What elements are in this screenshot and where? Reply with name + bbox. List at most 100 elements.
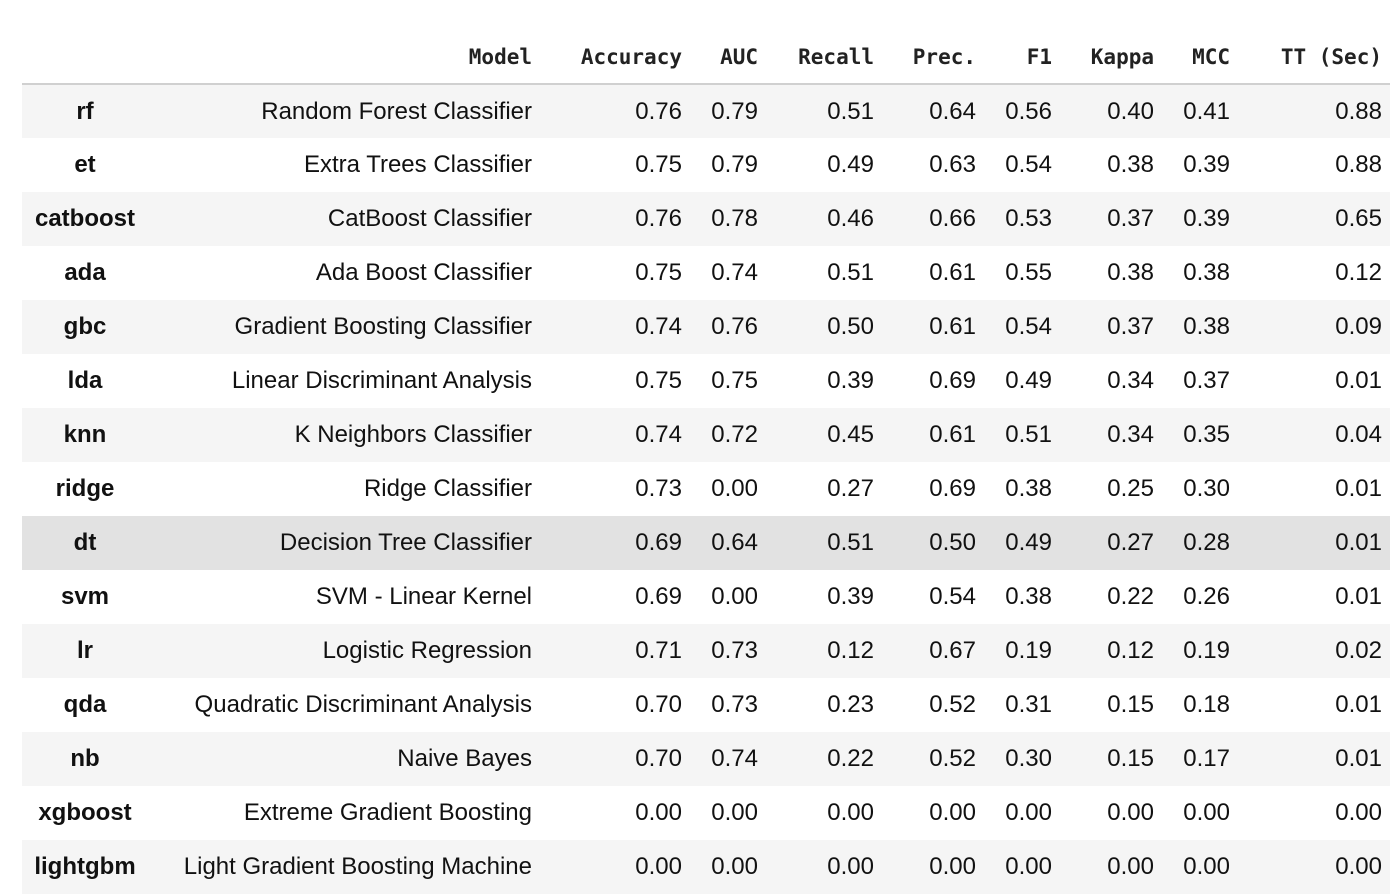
cell-kappa: 0.34 [1107, 367, 1154, 394]
cell-recall: 0.00 [827, 799, 874, 826]
cell-mcc: 0.26 [1183, 583, 1230, 610]
cell-training-time: 0.02 [1335, 637, 1382, 664]
cell-model: Quadratic Discriminant Analysis [194, 691, 532, 718]
header-kappa: Kappa [1060, 0, 1162, 85]
cell-accuracy: 0.75 [635, 151, 682, 178]
cell-mcc: 0.18 [1183, 691, 1230, 718]
table-body: rf Random Forest Classifier 0.76 0.79 0.51 0.… [22, 84, 1390, 894]
cell-kappa: 0.37 [1107, 205, 1154, 232]
cell-recall: 0.46 [827, 205, 874, 232]
cell-mcc: 0.00 [1183, 853, 1230, 880]
cell-recall: 0.50 [827, 313, 874, 340]
cell-precision: 0.50 [929, 529, 976, 556]
cell-f1: 0.49 [1005, 529, 1052, 556]
cell-kappa: 0.00 [1107, 799, 1154, 826]
cell-f1: 0.00 [1005, 799, 1052, 826]
cell-accuracy: 0.75 [635, 259, 682, 286]
cell-precision: 0.00 [929, 853, 976, 880]
cell-mcc: 0.41 [1183, 97, 1230, 125]
cell-training-time: 0.01 [1335, 529, 1382, 556]
cell-kappa: 0.15 [1107, 745, 1154, 772]
cell-kappa: 0.25 [1107, 475, 1154, 502]
cell-training-time: 0.01 [1335, 367, 1382, 394]
table-row: nb Naive Bayes 0.70 0.74 0.22 0.52 0.30 0.15 0.1… [22, 732, 1390, 786]
cell-kappa: 0.22 [1107, 583, 1154, 610]
cell-training-time: 0.01 [1335, 583, 1382, 610]
cell-mcc: 0.39 [1183, 151, 1230, 178]
cell-precision: 0.61 [929, 259, 976, 286]
cell-training-time: 0.01 [1335, 475, 1382, 502]
cell-auc: 0.75 [711, 367, 758, 394]
header-training-time: TT (Sec) [1238, 0, 1390, 85]
row-index-label: lda [67, 367, 103, 394]
cell-f1: 0.30 [1005, 745, 1052, 772]
cell-recall: 0.27 [827, 475, 874, 502]
cell-mcc: 0.19 [1183, 637, 1230, 664]
cell-mcc: 0.38 [1183, 259, 1230, 286]
cell-mcc: 0.28 [1183, 529, 1230, 556]
header-model: Model [152, 0, 540, 85]
cell-training-time: 0.00 [1335, 853, 1382, 880]
cell-f1: 0.31 [1005, 691, 1052, 718]
header-f1: F1 [984, 0, 1060, 85]
cell-auc: 0.79 [711, 97, 758, 125]
header-row: Model Accuracy AUC Recall Prec. F1 Kappa… [22, 0, 1390, 85]
cell-precision: 0.00 [929, 799, 976, 826]
table-row: ada Ada Boost Classifier 0.75 0.74 0.51 0.61 0… [22, 246, 1390, 300]
row-index-label: ada [64, 259, 106, 286]
cell-f1: 0.51 [1005, 421, 1052, 448]
cell-auc: 0.00 [711, 475, 758, 502]
row-index-label: catboost [34, 205, 135, 232]
cell-model: Extreme Gradient Boosting [243, 799, 532, 826]
cell-mcc: 0.39 [1183, 205, 1230, 232]
row-index-label: ridge [55, 475, 115, 502]
cell-training-time: 0.12 [1335, 259, 1382, 286]
cell-f1: 0.55 [1005, 259, 1052, 286]
cell-recall: 0.51 [827, 259, 874, 286]
cell-f1: 0.38 [1005, 475, 1052, 502]
cell-model: SVM - Linear Kernel [315, 583, 532, 610]
row-index-label: et [74, 151, 96, 178]
cell-kappa: 0.38 [1107, 259, 1154, 286]
cell-model: Light Gradient Boosting Machine [183, 853, 532, 880]
table-header: Model Accuracy AUC Recall Prec. F1 Kappa… [22, 0, 1390, 85]
cell-accuracy: 0.00 [635, 853, 682, 880]
table-row: dt Decision Tree Classifier 0.69 0.64 0.51 0.… [22, 516, 1390, 570]
header-mcc: MCC [1162, 0, 1238, 85]
cell-accuracy: 0.75 [635, 367, 682, 394]
cell-training-time: 0.04 [1335, 421, 1382, 448]
cell-precision: 0.52 [929, 691, 976, 718]
cell-accuracy: 0.70 [635, 691, 682, 718]
cell-f1: 0.00 [1005, 853, 1052, 880]
cell-precision: 0.66 [929, 205, 976, 232]
cell-precision: 0.69 [929, 475, 976, 502]
cell-model: Linear Discriminant Analysis [231, 367, 532, 394]
cell-kappa: 0.38 [1107, 151, 1154, 178]
model-comparison-table-container: Model Accuracy AUC Recall Prec. F1 Kappa… [22, 0, 1390, 894]
table-row: lightgbm Light Gradient Boosting Machine 0… [22, 840, 1390, 894]
cell-accuracy: 0.74 [635, 421, 682, 448]
cell-kappa: 0.00 [1107, 853, 1154, 880]
row-index-label: svm [60, 583, 110, 610]
table-row: qda Quadratic Discriminant Analysis 0.70 0.… [22, 678, 1390, 732]
cell-kappa: 0.15 [1107, 691, 1154, 718]
cell-f1: 0.49 [1005, 367, 1052, 394]
header-index [22, 0, 152, 85]
cell-auc: 0.00 [711, 799, 758, 826]
row-index-label: dt [73, 529, 97, 556]
row-index-label: qda [63, 691, 107, 718]
row-index-label: gbc [63, 313, 107, 340]
cell-precision: 0.52 [929, 745, 976, 772]
cell-auc: 0.78 [711, 205, 758, 232]
row-index-label: xgboost [38, 799, 132, 826]
table-row: lda Linear Discriminant Analysis 0.75 0.75 0… [22, 354, 1390, 408]
cell-auc: 0.74 [711, 259, 758, 286]
cell-training-time: 0.88 [1335, 151, 1382, 178]
table-row: knn K Neighbors Classifier 0.74 0.72 0.45 0.6… [22, 408, 1390, 462]
cell-mcc: 0.38 [1183, 313, 1230, 340]
cell-model: CatBoost Classifier [327, 205, 532, 232]
table-row: xgboost Extreme Gradient Boosting 0.00 0.00… [22, 786, 1390, 840]
row-index-label: nb [70, 745, 100, 772]
cell-model: Ada Boost Classifier [315, 259, 532, 286]
cell-model: Ridge Classifier [363, 475, 532, 502]
